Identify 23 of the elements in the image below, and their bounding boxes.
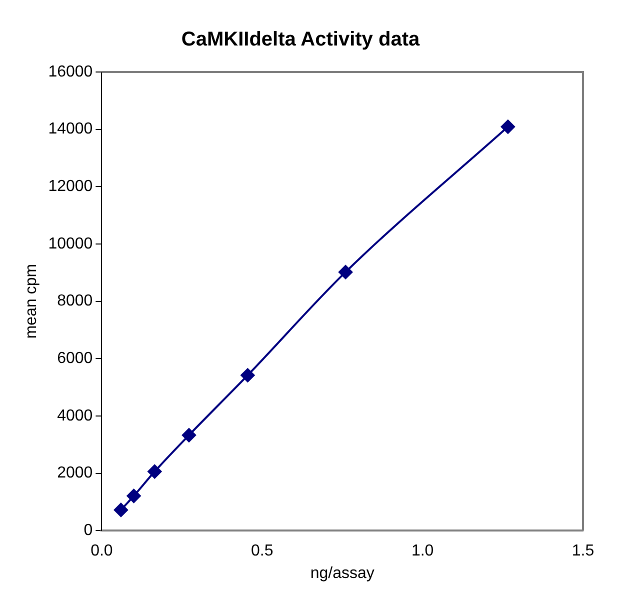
chart-title: CaMKIIdelta Activity data [181, 28, 420, 51]
point [500, 120, 515, 134]
y-axis-title: mean cpm [23, 264, 40, 339]
point [240, 368, 255, 382]
point [148, 464, 162, 479]
y-tick-label: 12000 [48, 178, 93, 196]
point [338, 265, 353, 280]
x-tick-label: 1.5 [572, 542, 594, 560]
y-tick-label: 4000 [57, 407, 93, 424]
y-tick-label: 10000 [48, 235, 93, 252]
y-tick-label: 0 [84, 522, 93, 540]
y-tick-label: 14000 [48, 120, 93, 138]
x-tick-label: 0.0 [90, 542, 113, 560]
point [114, 502, 128, 517]
x-axis-title: ng/assay [310, 564, 374, 582]
x-tick-label: 1.0 [411, 542, 434, 560]
y-tick-label: 2000 [57, 464, 93, 482]
point [182, 428, 196, 442]
x-tick-label: 0.5 [251, 542, 274, 560]
y-tick-label: 16000 [48, 63, 93, 80]
y-tick-label: 6000 [57, 350, 93, 368]
y-tick-label: 8000 [57, 292, 93, 310]
point [126, 488, 141, 503]
